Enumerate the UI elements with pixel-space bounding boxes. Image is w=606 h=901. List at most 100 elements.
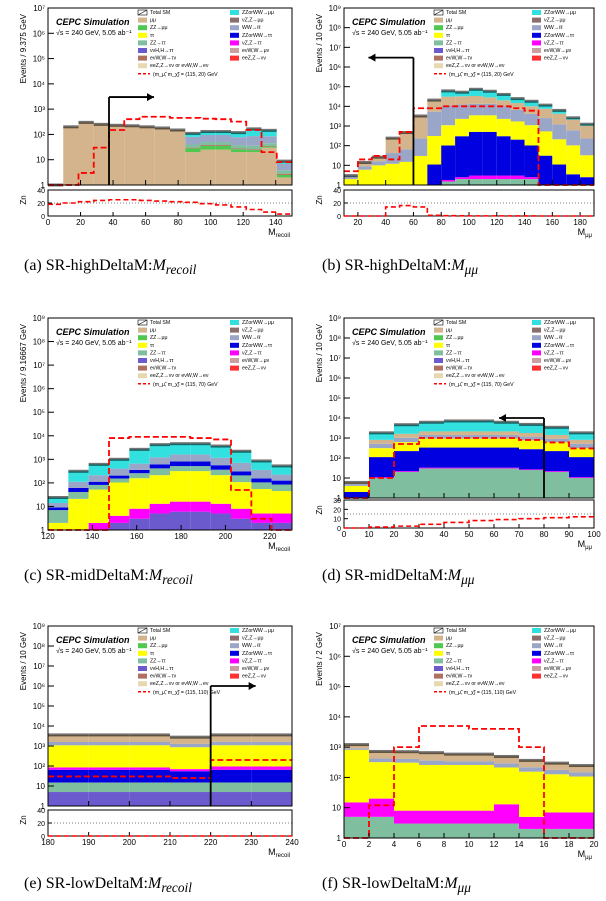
stack-bar [185,152,201,185]
x-tick-label: 2 [367,840,372,849]
total-sm-band [519,758,544,762]
legend-swatch [434,48,443,53]
total-sm-band [48,733,89,737]
x-tick-label: 30 [415,530,424,539]
x-tick-label: 10 [465,840,474,849]
total-sm-band [469,87,483,91]
total-sm-band [215,130,231,134]
legend-swatch [532,48,541,53]
stack-bar [419,752,444,761]
caption-letter: (b) [322,257,341,274]
stack-bar [494,763,519,768]
total-sm-band [251,459,272,463]
stack-bar [369,439,394,444]
x-tick-label: 190 [82,838,96,847]
stack-bar [569,478,594,498]
stack-bar [88,475,109,482]
legend-label: eeZ,Z→νν or eνW,W→eν [150,373,209,379]
stack-bar [469,179,483,185]
stack-bar [519,816,544,829]
legend-label: eeZ,Z→νν or eνW,W→eν [150,681,209,687]
x-tick-label: 120 [41,532,55,541]
stack-bar [271,491,292,514]
x-tick-label: 20 [353,218,362,227]
zn-tick-label: 40 [333,188,341,195]
caption-e: (e) SR-lowDeltaM:Mrecoil [24,875,192,896]
y-tick-label: 10⁷ [33,361,45,370]
stack-bar [210,475,231,504]
total-sm-band [394,423,419,427]
stack-bar [170,511,191,530]
legend-label: μμ [150,636,156,642]
stack-bar [394,471,419,472]
stack-bar [494,447,519,468]
legend-label: WW→ℓℓ [544,643,563,649]
stack-bar [210,513,231,530]
stack-bar [496,94,511,101]
legend-label: ννH,H→ττ [150,666,173,672]
legend-label: eνW,W→μν [242,48,270,54]
stack-bar [93,124,109,185]
stack-bar [88,792,130,806]
y-tick-label: 10⁴ [33,722,46,731]
stack-bar [494,431,519,435]
stack-bar [538,131,553,156]
stack-bar [129,782,170,793]
stack-bar [519,433,544,437]
zn-frame [343,499,595,529]
stack-bar [88,484,109,490]
zn-line [344,516,594,529]
legend-label: ZZorWW→ττ [544,651,574,657]
stack-bar [569,448,594,458]
legend-label: ZZ→μμ [446,25,464,31]
legend-swatch [434,658,443,664]
stack-bar [231,152,247,185]
stack-bar [494,756,519,764]
total-sm-band [276,159,292,163]
total-sm-band [444,752,469,756]
stack-bar [482,103,497,116]
stack-bar [566,119,581,131]
legend-label: ZZorWW→μμ [242,628,274,634]
total-sm-band [444,419,469,423]
signal-line [48,435,292,531]
stack-bar [510,175,525,180]
x-tick-label: 20 [590,840,599,849]
caption-f: (f) SR-lowDeltaM:Mμμ [322,875,471,896]
stack-bar [210,469,231,476]
total-sm-band [524,99,539,103]
stack-bar [371,161,386,166]
stack-bar [469,438,494,448]
x-tick-label: 4 [392,840,397,849]
stack-bar [210,446,231,458]
legend-swatch [230,342,239,348]
chart-title: CEPC Simulation [352,635,426,645]
stack-bar [494,434,519,439]
total-sm-band [231,131,247,135]
total-sm-band [469,752,494,756]
y-tick-label: 10⁹ [33,314,45,323]
x-tick-label: 0 [342,840,347,849]
legend-label: eeZ,Z→νν [544,56,568,62]
legend-swatch [532,320,541,325]
stack-bar [482,131,497,176]
legend-label: ZZ→μμ [446,335,464,341]
total-sm-band [394,750,419,754]
x-axis-label: Mμμ [578,539,593,551]
chart-subtitle: √s = 240 GeV, 5.05 ab⁻¹ [56,647,132,655]
y-tick-label: 10 [332,474,341,483]
stack-bar [552,124,567,140]
total-sm-band [344,743,369,747]
chart-panel: 1 10 10² 10³ 10⁴ 10⁵ 10⁶ 10⁷ 10⁸ 10⁹ 20 40 60 80 100 12… [315,4,595,239]
stack-bar [566,145,581,175]
stack-bar [494,422,519,432]
legend-swatch [532,628,541,633]
stack-bar [48,522,69,530]
stack-bar [190,466,211,472]
stack-bar [88,734,130,742]
x-tick-label: 220 [263,532,277,541]
stack-bar [544,451,569,472]
legend-swatch [138,55,147,61]
legend-label: νZ,Z→ττ [242,658,262,664]
